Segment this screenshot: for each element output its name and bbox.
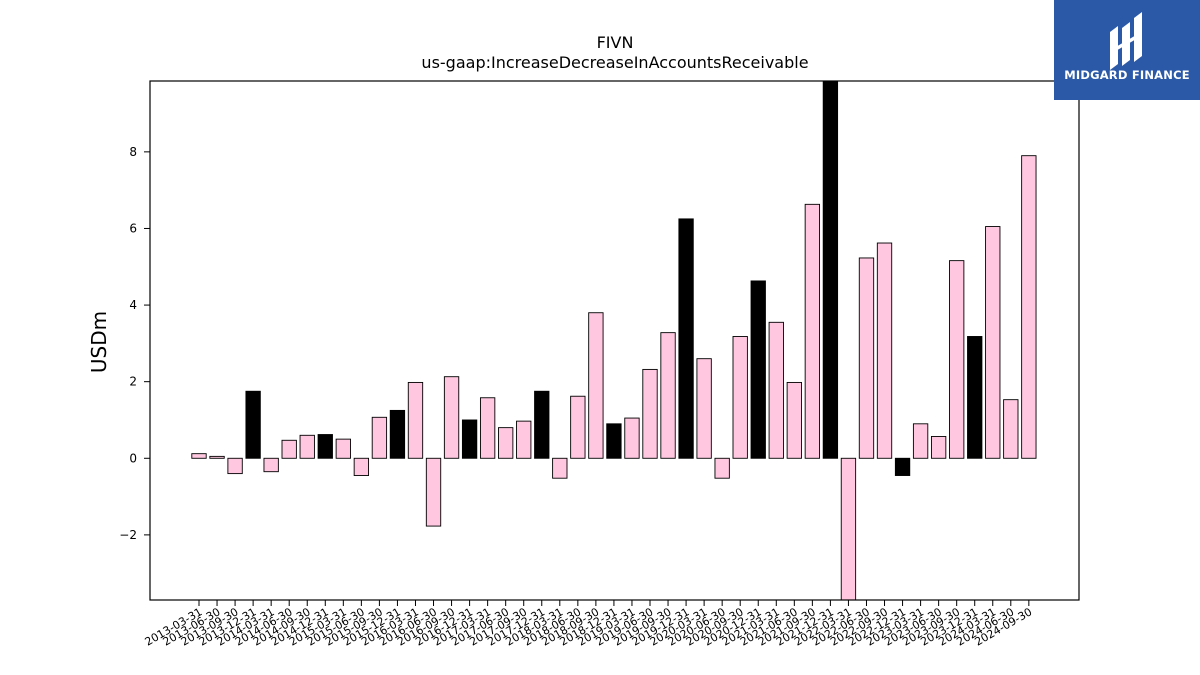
x-ticks: 2013-03-312013-06-302013-09-302013-12-31…: [143, 600, 1034, 649]
bar-2014-09-30: [299, 434, 315, 459]
y-tick-label: 4: [129, 298, 137, 312]
chart-title: FIVN: [597, 33, 634, 52]
bar-2014-06-30: [281, 439, 297, 459]
bar-2015-12-31: [389, 409, 406, 459]
bar-2024-06-30: [1003, 399, 1019, 459]
bar-2015-09-30: [371, 416, 388, 459]
bar-2019-12-31: [678, 218, 694, 459]
bar-2023-09-30: [949, 260, 965, 459]
bar-2015-03-31: [335, 438, 351, 459]
brand-logo: MIDGARD FINANCE: [1054, 0, 1200, 100]
bar-2019-03-31: [624, 417, 640, 459]
bar-2013-03-31: [191, 453, 207, 459]
y-tick-label: −2: [119, 528, 137, 542]
bar-2015-06-30: [353, 457, 370, 476]
bar-2018-09-30: [588, 312, 604, 459]
y-ticks: −2 0 2 4 6 8: [119, 145, 150, 542]
bar-2021-06-30: [786, 381, 802, 459]
brand-name: MIDGARD FINANCE: [1064, 68, 1190, 82]
bar-2018-06-30: [570, 395, 586, 459]
bar-2017-03-31: [479, 397, 496, 459]
bar-2020-12-31: [750, 280, 766, 459]
y-tick-label: 0: [129, 451, 137, 465]
bar-2023-12-31: [967, 336, 983, 459]
bar-2016-06-30: [425, 457, 442, 527]
bar-2013-06-30: [209, 455, 225, 459]
bar-2016-03-31: [407, 381, 424, 459]
bar-2013-12-31: [245, 390, 261, 459]
midgard-logo-icon: [1110, 12, 1142, 70]
bar-2014-12-31: [317, 434, 333, 459]
bar-2016-12-31: [461, 419, 478, 459]
bar-2018-12-31: [606, 423, 622, 459]
bar-2019-06-30: [642, 368, 658, 459]
bar-2016-09-30: [443, 376, 460, 459]
bar-2022-12-31: [894, 457, 911, 476]
bar-2020-03-31: [696, 358, 712, 459]
bar-2022-09-30: [876, 242, 893, 459]
bar-2022-06-30: [858, 257, 875, 459]
bar-2017-06-30: [498, 427, 514, 459]
y-tick-label: 8: [129, 145, 137, 159]
y-tick-label: 2: [129, 375, 137, 389]
bar-2023-06-30: [930, 436, 947, 459]
bar-2017-09-30: [516, 420, 532, 459]
bar-2024-09-30: [1021, 155, 1037, 459]
bar-2021-03-31: [768, 321, 784, 459]
y-axis-label: USDm: [87, 311, 111, 373]
bar-2017-12-31: [534, 390, 550, 459]
chart-subtitle: us-gaap:IncreaseDecreaseInAccountsReceiv…: [421, 53, 808, 72]
bar-2019-09-30: [660, 332, 676, 459]
bar-2013-09-30: [227, 457, 243, 475]
bar-2020-06-30: [714, 457, 730, 479]
bar-2018-03-31: [552, 457, 568, 479]
bars-group: [191, 81, 1037, 600]
bar-2024-03-31: [985, 226, 1001, 459]
bar-2014-03-31: [263, 457, 279, 473]
y-tick-label: 6: [129, 221, 137, 235]
bar-2020-09-30: [732, 336, 748, 459]
bar-2023-03-31: [912, 423, 929, 459]
plot-frame: [149, 80, 1080, 601]
bar-2021-12-31: [822, 81, 839, 459]
bar-2021-09-30: [804, 203, 821, 459]
bar-2022-03-31: [840, 457, 857, 600]
